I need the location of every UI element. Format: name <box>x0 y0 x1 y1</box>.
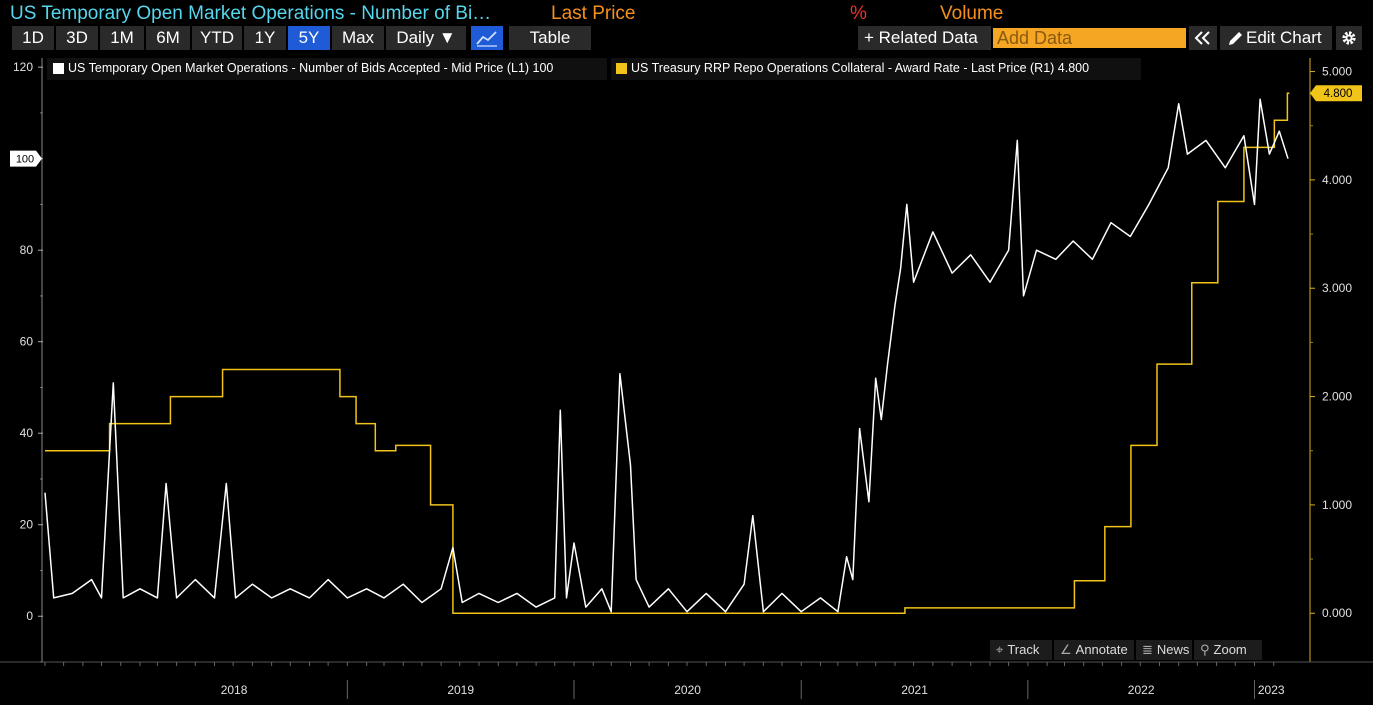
legend-left-label: US Temporary Open Market Operations - Nu… <box>68 61 554 75</box>
double-chevron-left-icon[interactable] <box>1189 26 1217 50</box>
track-label: Track <box>1007 642 1040 657</box>
frequency-dropdown[interactable]: Daily ▼ <box>386 26 466 50</box>
range-max-button[interactable]: Max <box>332 26 384 50</box>
rrp-rate-line <box>45 92 1290 614</box>
table-button[interactable]: Table <box>509 26 591 50</box>
zoom-label: Zoom <box>1213 642 1247 657</box>
range-ytd-button[interactable]: YTD <box>192 26 242 50</box>
toolbar: 1D 3D 1M 6M YTD 1Y 5Y Max Daily ▼ Table … <box>0 26 1373 52</box>
right-tick-label: 2.000 <box>1322 390 1352 404</box>
track-tool[interactable]: ⌖ Track <box>990 640 1052 660</box>
right-last-value-label: 4.800 <box>1324 88 1353 100</box>
left-last-value-label: 100 <box>16 154 34 166</box>
legend-left[interactable]: US Temporary Open Market Operations - Nu… <box>47 58 607 80</box>
bids-accepted-line <box>44 98 1289 613</box>
right-tick-label: 0.000 <box>1322 606 1352 620</box>
axes: 0 20 40 60 80 100 120 0.000 1.000 2.000 3.000 4.000… <box>0 58 1373 663</box>
annotate-label: Annotate <box>1075 642 1128 657</box>
range-5y-button[interactable]: 5Y <box>288 26 330 50</box>
range-6m-button[interactable]: 6M <box>146 26 190 50</box>
annotate-icon: ∠ <box>1060 642 1072 657</box>
right-last-value-tag <box>1310 85 1362 102</box>
right-tick-label: 1.000 <box>1322 498 1352 512</box>
annotate-tool[interactable]: ∠ Annotate <box>1054 640 1134 660</box>
x-tick-label: 2021 <box>901 683 928 697</box>
edit-chart-label: Edit Chart <box>1246 28 1322 47</box>
left-last-value-tag <box>10 150 42 167</box>
news-tool[interactable]: ≣ News <box>1136 640 1192 660</box>
right-tick-label: 3.000 <box>1322 281 1352 295</box>
last-price-label[interactable]: Last Price <box>551 3 636 24</box>
gear-icon[interactable] <box>1336 26 1362 50</box>
left-tick-label: 80 <box>20 243 34 257</box>
news-icon: ≣ <box>1142 642 1153 657</box>
x-axis: 2018 2019 2020 2021 2022 2023 <box>44 662 1285 699</box>
range-1d-button[interactable]: 1D <box>12 26 54 50</box>
range-1y-button[interactable]: 1Y <box>244 26 286 50</box>
legend-right-swatch <box>616 63 627 74</box>
legend-left-swatch <box>53 63 64 74</box>
left-tick-label: 0 <box>26 609 33 623</box>
right-tick-label: 5.000 <box>1322 65 1352 79</box>
left-tick-label: 120 <box>13 60 33 74</box>
series-right <box>45 92 1290 614</box>
range-3d-button[interactable]: 3D <box>56 26 98 50</box>
related-data-button[interactable]: + Related Data <box>858 26 991 50</box>
percent-label[interactable]: % <box>850 3 867 24</box>
add-data-input[interactable] <box>993 28 1186 48</box>
right-tick-label: 4.000 <box>1322 173 1352 187</box>
chart-title[interactable]: US Temporary Open Market Operations - Nu… <box>10 3 492 24</box>
line-chart-icon[interactable] <box>471 26 503 50</box>
crosshair-icon: ⌖ <box>996 642 1004 657</box>
range-1m-button[interactable]: 1M <box>100 26 144 50</box>
volume-label[interactable]: Volume <box>940 3 1004 24</box>
x-tick-label: 2019 <box>447 683 474 697</box>
title-bar: US Temporary Open Market Operations - Nu… <box>0 0 1373 26</box>
pencil-icon <box>1226 26 1244 57</box>
x-tick-label: 2022 <box>1128 683 1155 697</box>
zoom-icon: ⚲ <box>1200 642 1210 657</box>
news-label: News <box>1156 642 1190 657</box>
zoom-tool[interactable]: ⚲ Zoom <box>1194 640 1262 660</box>
x-tick-label: 2018 <box>221 683 248 697</box>
x-tick-label: 2023 <box>1258 683 1285 697</box>
series-left <box>44 98 1289 613</box>
left-tick-label: 60 <box>20 335 34 349</box>
x-tick-label: 2020 <box>674 683 701 697</box>
edit-chart-button[interactable]: Edit Chart <box>1220 26 1332 50</box>
left-tick-label: 40 <box>20 426 34 440</box>
left-tick-label: 20 <box>20 518 34 532</box>
legend-right-label: US Treasury RRP Repo Operations Collater… <box>631 61 1090 75</box>
legend-right[interactable]: US Treasury RRP Repo Operations Collater… <box>611 58 1141 80</box>
left-tick-label: 100 <box>13 152 33 166</box>
